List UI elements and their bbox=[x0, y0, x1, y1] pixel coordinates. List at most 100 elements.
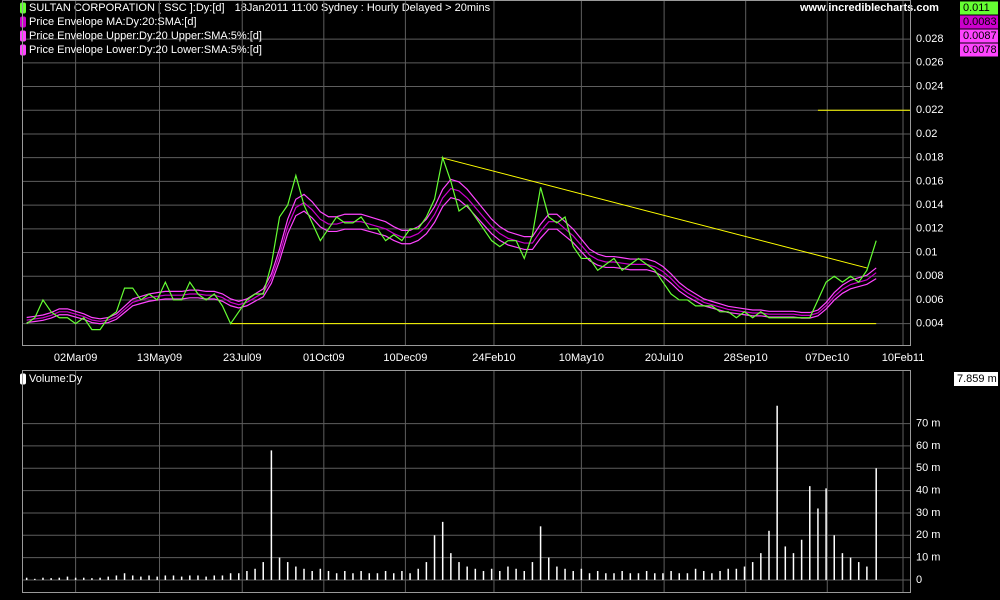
volume-bar bbox=[645, 571, 648, 580]
volume-bar bbox=[433, 535, 436, 580]
volume-bar bbox=[539, 526, 542, 580]
y-tick-label: 0.008 bbox=[916, 270, 944, 282]
volume-bar bbox=[417, 568, 419, 580]
volume-bar bbox=[556, 566, 558, 580]
y-tick-label: 0.022 bbox=[916, 104, 944, 116]
y-tick-label: 20 m bbox=[916, 529, 940, 541]
volume-bar bbox=[58, 577, 61, 580]
volume-bar bbox=[107, 576, 109, 580]
volume-bar bbox=[760, 553, 762, 580]
volume-bar bbox=[311, 571, 313, 580]
volume-bar bbox=[278, 557, 281, 580]
volume-bar bbox=[131, 575, 134, 580]
volume-bar bbox=[662, 573, 664, 580]
value-box bbox=[960, 1, 998, 15]
volume-bar bbox=[83, 577, 85, 580]
x-tick-label: 28Sep10 bbox=[724, 352, 768, 364]
volume-bar bbox=[376, 573, 379, 580]
volume-bar bbox=[857, 562, 860, 580]
volume-bar bbox=[605, 573, 607, 580]
y-tick-label: 70 m bbox=[916, 418, 940, 430]
volume-bar bbox=[25, 577, 28, 580]
x-tick-label: 23Jul09 bbox=[223, 352, 262, 364]
volume-bar bbox=[344, 571, 346, 580]
volume-bar bbox=[286, 562, 289, 580]
series-line bbox=[26, 178, 877, 320]
legend-label: SULTAN CORPORATION [ SSC ]:Dy:[d] bbox=[29, 2, 225, 14]
volume-bar bbox=[588, 573, 591, 580]
plot-frame bbox=[22, 370, 911, 593]
y-tick-label: 0.012 bbox=[916, 223, 944, 235]
volume-bar bbox=[262, 562, 264, 580]
volume-bar bbox=[197, 575, 199, 580]
legend-label: Price Envelope MA:Dy:20:SMA:[d] bbox=[29, 16, 197, 28]
volume-bar bbox=[776, 405, 778, 580]
volume-bar bbox=[66, 576, 69, 580]
volume-bar bbox=[849, 557, 852, 580]
volume-bar bbox=[523, 571, 526, 580]
volume-bar bbox=[466, 566, 468, 580]
volume-bar bbox=[825, 488, 827, 580]
legend-label: Volume:Dy bbox=[29, 373, 83, 385]
volume-bar bbox=[352, 573, 354, 580]
volume-bar bbox=[507, 566, 509, 580]
volume-bar bbox=[213, 575, 216, 580]
volume-bar bbox=[572, 571, 574, 580]
volume-bar bbox=[123, 573, 126, 580]
y-tick-label: 0.02 bbox=[916, 128, 937, 140]
value-box bbox=[960, 15, 998, 29]
legend-label: Price Envelope Upper:Dy:20 Upper:SMA:5%:… bbox=[29, 30, 262, 42]
volume-bar bbox=[205, 576, 207, 580]
volume-bar bbox=[866, 566, 868, 580]
volume-bar bbox=[809, 486, 811, 580]
volume-bar bbox=[547, 557, 550, 580]
trend-line bbox=[441, 157, 868, 269]
volume-bar bbox=[751, 562, 754, 580]
y-tick-label: 40 m bbox=[916, 485, 940, 497]
value-box bbox=[960, 43, 998, 57]
plot-frame bbox=[22, 0, 911, 346]
volume-bar bbox=[621, 571, 623, 580]
y-tick-label: 0.026 bbox=[916, 57, 944, 69]
last-value-label: 0.0087 bbox=[963, 30, 997, 42]
volume-bar bbox=[368, 573, 371, 580]
y-tick-label: 0 bbox=[916, 574, 922, 586]
volume-bar bbox=[172, 575, 175, 580]
volume-bar bbox=[694, 568, 697, 580]
volume-bar bbox=[768, 530, 770, 580]
volume-bar bbox=[458, 562, 460, 580]
volume-bar bbox=[817, 508, 819, 580]
volume-bar bbox=[531, 562, 534, 580]
volume-bar bbox=[564, 568, 566, 580]
volume-bar bbox=[254, 568, 256, 580]
y-tick-label: 0.024 bbox=[916, 80, 944, 92]
y-tick-label: 0.028 bbox=[916, 33, 944, 45]
volume-bar bbox=[50, 578, 52, 580]
y-tick-label: 0.01 bbox=[916, 246, 937, 258]
series-line bbox=[26, 196, 877, 325]
volume-bar bbox=[833, 535, 836, 580]
last-value-label: 0.0078 bbox=[963, 44, 997, 56]
x-tick-label: 24Feb10 bbox=[472, 352, 515, 364]
y-tick-label: 0.014 bbox=[916, 199, 944, 211]
legend-label: Price Envelope Lower:Dy:20 Lower:SMA:5%:… bbox=[29, 44, 262, 56]
volume-bar bbox=[229, 573, 232, 580]
volume-bar bbox=[99, 577, 101, 580]
volume-bar bbox=[303, 568, 305, 580]
volume-bar bbox=[246, 571, 248, 580]
volume-bar bbox=[295, 566, 297, 580]
volume-bar bbox=[499, 571, 501, 580]
volume-bar bbox=[490, 568, 493, 580]
y-tick-label: 0.006 bbox=[916, 294, 944, 306]
volume-bar bbox=[735, 568, 738, 580]
volume-bar bbox=[629, 573, 632, 580]
volume-bar bbox=[425, 562, 428, 580]
volume-bar bbox=[441, 521, 444, 580]
volume-bar bbox=[719, 571, 721, 580]
volume-bar bbox=[702, 571, 705, 580]
volume-bar bbox=[743, 566, 746, 580]
volume-bar bbox=[800, 539, 803, 580]
y-tick-label: 10 m bbox=[916, 552, 940, 564]
volume-bar bbox=[515, 568, 517, 580]
